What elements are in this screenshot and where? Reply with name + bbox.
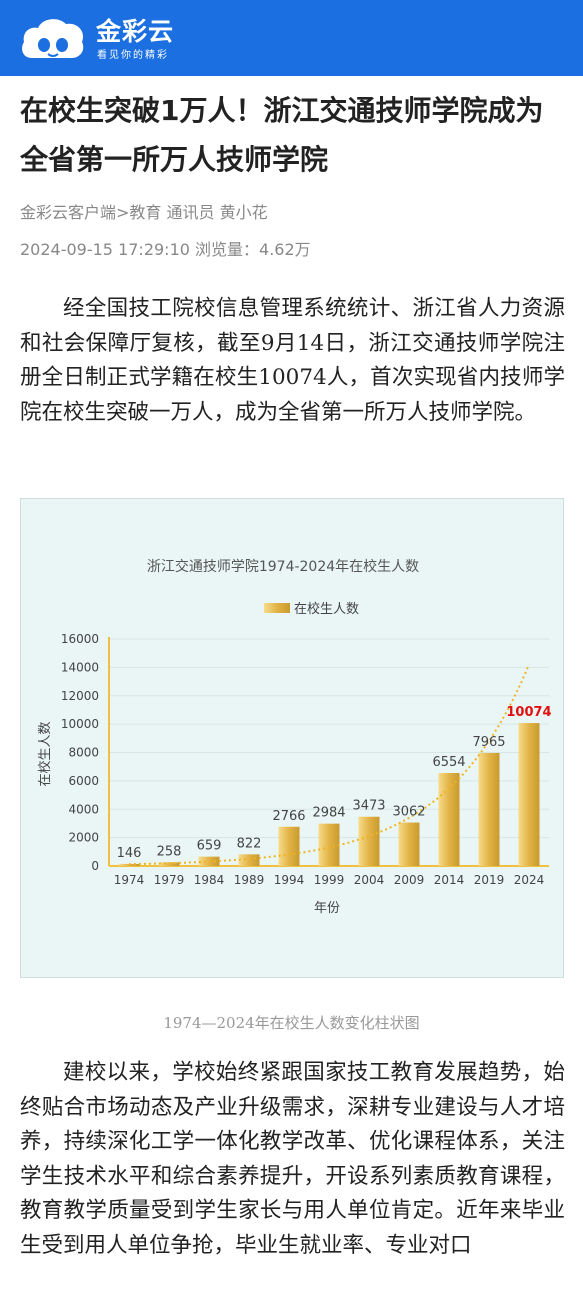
x-tick-label: 2004 <box>354 873 385 887</box>
y-tick-label: 6000 <box>68 774 99 788</box>
bar-1974 <box>118 863 140 866</box>
chart-grid <box>109 638 549 839</box>
y-tick-label: 12000 <box>61 689 99 703</box>
chart-labels: 0 2000 4000 6000 8000 10000 12000 14000 16000 197… <box>61 632 552 887</box>
data-label-1989: 822 <box>237 836 262 851</box>
data-label-2009: 3062 <box>392 805 425 820</box>
paragraph-2: 建校以来，学校始终紧跟国家技工教育发展趋势，始终贴合市场动态及产业升级需求，深耕… <box>20 1060 565 1258</box>
data-label-1979: 258 <box>157 844 182 859</box>
article-time: 2024-09-15 17:29:10 浏览量：4.62万 <box>20 240 311 259</box>
paragraph-1: 经全国技工院校信息管理系统统计、浙江省人力资源和社会保障厅复核，截至9月14日，… <box>20 296 565 425</box>
chart-figure: 0 2000 4000 6000 8000 10000 12000 14000 16000 197… <box>20 498 564 978</box>
brand-name: 金彩云 <box>96 17 175 46</box>
data-label-2024: 10074 <box>506 705 551 720</box>
x-tick-label: 2024 <box>514 873 545 887</box>
y-tick-label: 2000 <box>68 831 99 845</box>
y-tick-label: 16000 <box>61 632 99 646</box>
bar-2014 <box>438 773 460 866</box>
y-tick-label: 14000 <box>61 660 99 674</box>
y-tick-label: 8000 <box>68 746 99 760</box>
bar-2024 <box>518 723 540 866</box>
bar-1994 <box>278 826 300 866</box>
bar-2004 <box>358 816 380 866</box>
x-tick-label: 1984 <box>194 873 225 887</box>
brand-slogan: 看见你的精彩 <box>97 50 169 61</box>
bar-1999 <box>318 823 340 866</box>
y-tick-label: 4000 <box>68 802 99 816</box>
chart-bars <box>118 723 540 866</box>
x-tick-label: 1994 <box>274 873 305 887</box>
figure-caption: 1974—2024年在校生人数变化柱状图 <box>163 1014 420 1032</box>
data-label-1984: 659 <box>197 839 222 854</box>
data-label-1994: 2766 <box>272 809 305 824</box>
x-tick-label: 1974 <box>114 873 145 887</box>
chart-title: 浙江交通技师学院1974-2024年在校生人数 <box>147 558 419 575</box>
x-tick-label: 1989 <box>234 873 265 887</box>
bar-chart: 0 2000 4000 6000 8000 10000 12000 14000 16000 197… <box>37 558 552 916</box>
data-label-2019: 7965 <box>472 735 505 750</box>
y-tick-label: 0 <box>91 859 99 873</box>
data-label-2004: 3473 <box>352 799 385 814</box>
x-tick-label: 1979 <box>154 873 185 887</box>
bar-1989 <box>238 854 260 866</box>
x-tick-label: 2019 <box>474 873 505 887</box>
y-axis-title: 在校生人数 <box>37 721 53 786</box>
app-header: 金彩云 看见你的精彩 <box>0 0 583 76</box>
data-label-1974: 146 <box>117 846 142 861</box>
trend-line <box>128 664 530 866</box>
x-axis-title: 年份 <box>314 901 340 916</box>
legend-swatch <box>264 603 290 613</box>
cloud-face-icon[interactable] <box>18 14 88 62</box>
y-tick-label: 10000 <box>61 717 99 731</box>
data-label-1999: 2984 <box>312 806 345 821</box>
article-title: 在校生突破1万人！浙江交通技师学院成为全省第一所万人技师学院 <box>20 94 544 176</box>
legend-label: 在校生人数 <box>294 601 359 617</box>
x-tick-label: 1999 <box>314 873 345 887</box>
chart-trendline <box>128 664 530 866</box>
x-tick-label: 2009 <box>394 873 425 887</box>
bar-2019 <box>478 752 500 866</box>
x-tick-label: 2014 <box>434 873 465 887</box>
bar-1979 <box>158 862 180 866</box>
data-label-2014: 6554 <box>432 755 465 770</box>
bar-2009 <box>398 822 420 866</box>
article-source: 金彩云客户端>教育 通讯员 黄小花 <box>20 203 268 222</box>
